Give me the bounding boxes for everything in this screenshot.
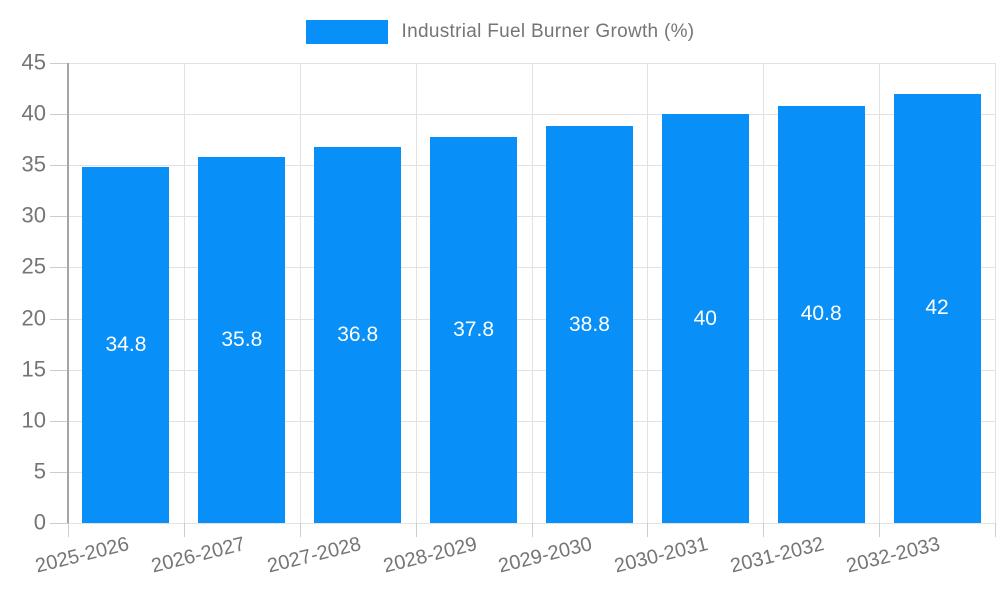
y-axis-tick bbox=[50, 114, 68, 116]
bar-value-label: 37.8 bbox=[453, 317, 494, 341]
bar[interactable]: 36.8 bbox=[314, 146, 402, 523]
bar[interactable]: 38.8 bbox=[545, 126, 633, 523]
x-axis-tick bbox=[763, 523, 765, 537]
bar-value-label: 36.8 bbox=[337, 322, 379, 346]
x-axis-tick-label: 2029-2030 bbox=[496, 533, 595, 578]
x-axis-tick bbox=[531, 523, 533, 537]
x-axis-tick bbox=[647, 523, 649, 537]
bar-value-label: 35.8 bbox=[221, 328, 263, 351]
gridline-vertical bbox=[763, 63, 765, 523]
y-axis-tick-label: 25 bbox=[21, 253, 46, 279]
x-axis-tick bbox=[415, 523, 417, 537]
y-axis-tick bbox=[50, 216, 68, 218]
bar-value-label: 34.8 bbox=[105, 333, 147, 357]
y-axis-tick bbox=[50, 369, 68, 371]
x-axis-tick bbox=[995, 523, 996, 537]
y-axis-tick-label: 5 bbox=[33, 458, 46, 484]
y-axis-line bbox=[67, 63, 69, 523]
y-axis-tick-label: 15 bbox=[21, 356, 46, 382]
gridline-vertical bbox=[879, 63, 881, 523]
y-axis-tick-label: 0 bbox=[33, 509, 46, 535]
bar-value-label: 40.8 bbox=[800, 302, 842, 326]
bar[interactable]: 42 bbox=[893, 93, 981, 523]
y-axis-tick bbox=[50, 318, 68, 320]
gridline-vertical bbox=[183, 63, 185, 523]
x-axis-tick bbox=[183, 523, 185, 537]
x-axis-tick bbox=[68, 523, 69, 537]
y-axis-tick-label: 10 bbox=[21, 407, 46, 433]
y-axis-tick bbox=[50, 523, 68, 524]
x-axis-tick-label: 2030-2031 bbox=[612, 533, 711, 578]
bar-value-label: 38.8 bbox=[569, 312, 610, 336]
x-axis-tick-label: 2031-2032 bbox=[728, 533, 827, 578]
x-axis-tick-label: 2028-2029 bbox=[380, 533, 479, 578]
y-axis-tick-label: 40 bbox=[21, 100, 46, 126]
x-axis-tick bbox=[299, 523, 301, 537]
x-axis-tick bbox=[879, 523, 881, 537]
y-axis-tick-label: 35 bbox=[21, 151, 46, 177]
bar[interactable]: 34.8 bbox=[82, 167, 170, 523]
y-axis-tick bbox=[50, 267, 68, 269]
y-axis-tick-label: 30 bbox=[21, 202, 46, 228]
y-axis-tick-label: 20 bbox=[21, 305, 46, 331]
x-axis-tick-label: 2027-2028 bbox=[264, 533, 364, 578]
gridline-vertical bbox=[299, 63, 301, 523]
y-axis-tick bbox=[50, 165, 68, 167]
bar[interactable]: 35.8 bbox=[198, 157, 286, 523]
legend[interactable]: Industrial Fuel Burner Growth (%) bbox=[0, 14, 1000, 50]
y-axis-tick bbox=[50, 471, 68, 473]
legend-swatch-icon bbox=[305, 20, 388, 44]
bar[interactable]: 40.8 bbox=[777, 105, 865, 523]
x-axis-tick-label: 2026-2027 bbox=[148, 533, 248, 578]
bar-value-label: 40 bbox=[693, 306, 717, 330]
legend-label: Industrial Fuel Burner Growth (%) bbox=[401, 21, 695, 42]
gridline-vertical bbox=[647, 63, 649, 523]
y-axis-tick bbox=[50, 420, 68, 422]
gridline-vertical bbox=[415, 63, 417, 523]
bar[interactable]: 40 bbox=[661, 114, 749, 523]
y-axis-tick bbox=[50, 63, 68, 64]
gridline-vertical bbox=[995, 63, 996, 523]
y-axis-tick-label: 45 bbox=[21, 49, 46, 75]
x-axis-tick-label: 2025-2026 bbox=[33, 533, 132, 578]
bar-value-label: 42 bbox=[925, 296, 949, 320]
bar[interactable]: 37.8 bbox=[430, 136, 518, 523]
x-axis-tick-label: 2032-2033 bbox=[844, 533, 943, 578]
gridline-vertical bbox=[531, 63, 533, 523]
